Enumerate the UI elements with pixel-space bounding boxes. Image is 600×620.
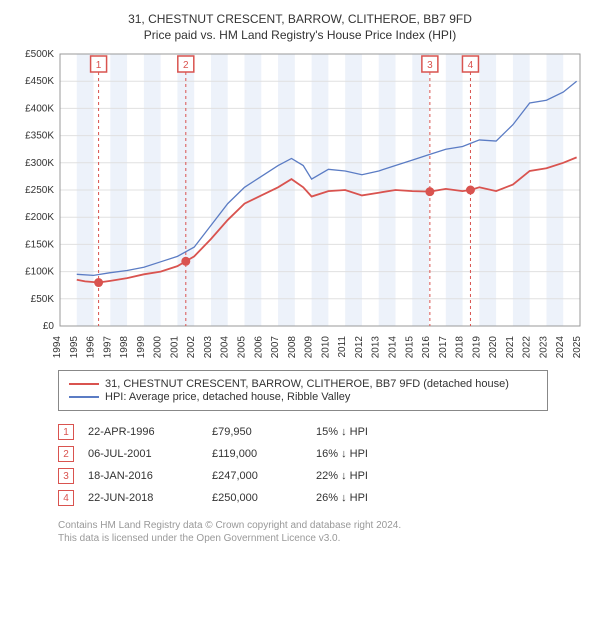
chart-title-1: 31, CHESTNUT CRESCENT, BARROW, CLITHEROE… xyxy=(10,12,590,26)
svg-text:1995: 1995 xyxy=(69,336,80,359)
svg-text:2016: 2016 xyxy=(421,336,432,359)
event-table: 1 22-APR-1996 £79,950 15% ↓ HPI 2 06-JUL-2001… xyxy=(58,421,548,509)
svg-text:2019: 2019 xyxy=(471,336,482,359)
svg-text:£350K: £350K xyxy=(25,131,54,142)
svg-text:2023: 2023 xyxy=(538,336,549,359)
svg-text:2025: 2025 xyxy=(572,336,583,359)
svg-text:2014: 2014 xyxy=(387,336,398,359)
svg-text:2015: 2015 xyxy=(404,336,415,359)
legend: 31, CHESTNUT CRESCENT, BARROW, CLITHEROE… xyxy=(58,370,548,411)
svg-text:2022: 2022 xyxy=(522,336,533,359)
svg-text:4: 4 xyxy=(468,60,474,71)
svg-text:£450K: £450K xyxy=(25,76,54,87)
svg-text:1999: 1999 xyxy=(136,336,147,359)
svg-text:2003: 2003 xyxy=(203,336,214,359)
event-diff: 26% ↓ HPI xyxy=(316,492,396,504)
svg-text:1: 1 xyxy=(96,60,102,71)
svg-text:2002: 2002 xyxy=(186,336,197,359)
event-diff: 15% ↓ HPI xyxy=(316,426,396,438)
svg-text:2009: 2009 xyxy=(304,336,315,359)
svg-text:1994: 1994 xyxy=(52,336,63,359)
svg-text:2020: 2020 xyxy=(488,336,499,359)
event-badge: 4 xyxy=(58,490,74,506)
chart-svg: £0 £50K £100K £150K £200K £250K £300K £350K £400… xyxy=(10,44,590,364)
legend-item: HPI: Average price, detached house, Ribb… xyxy=(69,391,537,403)
legend-label: HPI: Average price, detached house, Ribb… xyxy=(105,391,350,403)
event-date: 22-JUN-2018 xyxy=(88,492,198,504)
svg-text:2: 2 xyxy=(183,60,189,71)
svg-text:2011: 2011 xyxy=(337,336,348,358)
event-row: 1 22-APR-1996 £79,950 15% ↓ HPI xyxy=(58,421,548,443)
svg-text:2007: 2007 xyxy=(270,336,281,359)
svg-text:2018: 2018 xyxy=(455,336,466,359)
event-diff: 22% ↓ HPI xyxy=(316,470,396,482)
event-row: 4 22-JUN-2018 £250,000 26% ↓ HPI xyxy=(58,487,548,509)
chart-title-2: Price paid vs. HM Land Registry's House … xyxy=(10,28,590,42)
event-badge: 3 xyxy=(58,468,74,484)
legend-swatch xyxy=(69,383,99,385)
event-price: £250,000 xyxy=(212,492,302,504)
svg-text:2010: 2010 xyxy=(320,336,331,359)
svg-text:2006: 2006 xyxy=(253,336,264,359)
svg-text:3: 3 xyxy=(427,60,433,71)
legend-label: 31, CHESTNUT CRESCENT, BARROW, CLITHEROE… xyxy=(105,378,509,390)
legend-swatch xyxy=(69,396,99,398)
svg-text:2000: 2000 xyxy=(153,336,164,359)
event-date: 06-JUL-2001 xyxy=(88,448,198,460)
svg-text:£300K: £300K xyxy=(25,158,54,169)
event-price: £119,000 xyxy=(212,448,302,460)
svg-text:£400K: £400K xyxy=(25,103,54,114)
svg-text:£200K: £200K xyxy=(25,212,54,223)
event-row: 3 18-JAN-2016 £247,000 22% ↓ HPI xyxy=(58,465,548,487)
event-price: £79,950 xyxy=(212,426,302,438)
footer-attribution: Contains HM Land Registry data © Crown c… xyxy=(58,519,548,545)
event-date: 18-JAN-2016 xyxy=(88,470,198,482)
svg-text:2001: 2001 xyxy=(169,336,180,359)
footer-line-1: Contains HM Land Registry data © Crown c… xyxy=(58,519,548,532)
svg-text:£0: £0 xyxy=(43,321,55,332)
svg-text:2017: 2017 xyxy=(438,336,449,359)
svg-text:2004: 2004 xyxy=(220,336,231,359)
event-diff: 16% ↓ HPI xyxy=(316,448,396,460)
event-date: 22-APR-1996 xyxy=(88,426,198,438)
svg-text:£100K: £100K xyxy=(25,267,54,278)
event-row: 2 06-JUL-2001 £119,000 16% ↓ HPI xyxy=(58,443,548,465)
svg-text:1998: 1998 xyxy=(119,336,130,359)
svg-text:£250K: £250K xyxy=(25,185,54,196)
price-chart: £0 £50K £100K £150K £200K £250K £300K £350K £400… xyxy=(10,44,590,364)
event-badge: 2 xyxy=(58,446,74,462)
svg-text:2005: 2005 xyxy=(237,336,248,359)
svg-text:2008: 2008 xyxy=(287,336,298,359)
event-badge: 1 xyxy=(58,424,74,440)
svg-text:1997: 1997 xyxy=(102,336,113,359)
svg-text:2013: 2013 xyxy=(371,336,382,359)
svg-text:2012: 2012 xyxy=(354,336,365,359)
svg-text:2021: 2021 xyxy=(505,336,516,359)
event-price: £247,000 xyxy=(212,470,302,482)
svg-text:£150K: £150K xyxy=(25,239,54,250)
svg-text:2024: 2024 xyxy=(555,336,566,359)
svg-text:1996: 1996 xyxy=(86,336,97,359)
svg-text:£500K: £500K xyxy=(25,49,54,60)
svg-text:£50K: £50K xyxy=(31,294,55,305)
legend-item: 31, CHESTNUT CRESCENT, BARROW, CLITHEROE… xyxy=(69,378,537,390)
footer-line-2: This data is licensed under the Open Gov… xyxy=(58,532,548,545)
